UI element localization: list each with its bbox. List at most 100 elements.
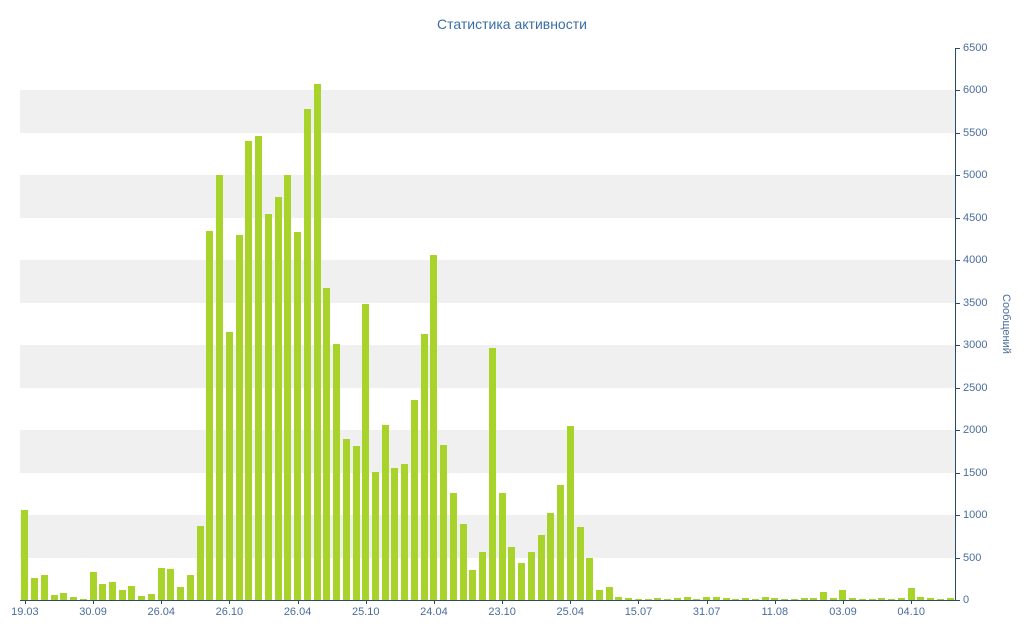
y-tick: [956, 515, 960, 517]
bar: [89, 571, 97, 600]
bar: [79, 598, 87, 600]
y-tick: [956, 175, 960, 177]
x-tick: [433, 601, 435, 604]
bar: [751, 598, 759, 600]
bar: [167, 569, 175, 600]
bar: [829, 597, 837, 600]
bar: [274, 196, 282, 600]
bar: [40, 574, 48, 600]
bar: [907, 588, 915, 600]
bar: [820, 592, 827, 600]
bar: [206, 230, 214, 600]
bar: [333, 344, 341, 600]
grid-band: [20, 175, 955, 218]
bar: [469, 570, 477, 600]
x-axis-line: [20, 600, 956, 601]
bar: [303, 109, 311, 600]
bar: [849, 597, 857, 600]
grid-band: [20, 515, 955, 558]
y-tick: [956, 260, 960, 262]
x-tick-label: 31.07: [692, 606, 721, 618]
bar: [371, 471, 379, 600]
x-tick-label: 25.10: [351, 606, 380, 618]
y-tick-label: 0: [963, 594, 970, 606]
bar: [683, 596, 691, 600]
grid-band: [20, 430, 955, 473]
y-tick: [956, 48, 960, 49]
x-tick-label: 03.09: [829, 606, 857, 618]
x-tick: [638, 601, 640, 604]
bar: [313, 83, 321, 600]
bar: [381, 425, 389, 600]
y-axis-line: [955, 48, 956, 601]
bar: [508, 547, 516, 600]
bar: [31, 577, 39, 600]
bar: [50, 595, 58, 600]
bar: [118, 589, 126, 600]
bar: [800, 598, 808, 600]
y-tick: [956, 345, 960, 347]
y-tick: [956, 302, 960, 304]
bar: [294, 232, 302, 600]
bar: [810, 598, 818, 600]
bar: [284, 174, 292, 600]
y-tick: [956, 387, 960, 389]
bar: [225, 331, 233, 600]
bar: [157, 568, 165, 600]
bar: [323, 288, 331, 600]
bar: [70, 596, 78, 600]
y-tick: [956, 90, 960, 92]
bar: [352, 446, 360, 600]
bar: [615, 597, 623, 600]
bar: [722, 598, 730, 600]
y-tick-label: 1000: [963, 509, 988, 522]
y-tick-label: 5500: [963, 126, 988, 139]
y-tick-label: 500: [963, 551, 982, 564]
bar: [186, 574, 194, 600]
y-tick-label: 1500: [963, 466, 988, 479]
bar: [732, 598, 740, 600]
bar: [878, 598, 886, 600]
bar: [449, 493, 457, 600]
y-tick-label: 6500: [963, 42, 988, 54]
bar: [440, 444, 448, 600]
bar: [946, 598, 954, 600]
bar: [858, 598, 866, 600]
x-tick-label: 25.04: [556, 606, 585, 618]
grid-band: [20, 260, 955, 303]
bar: [703, 597, 711, 600]
bar: [138, 596, 146, 600]
plot-area: [20, 48, 955, 600]
y-tick-label: 4500: [963, 211, 988, 224]
bar: [839, 589, 847, 600]
y-axis-title: Сообщений: [1000, 294, 1012, 354]
bar: [654, 598, 662, 600]
y-tick-label: 2500: [963, 381, 988, 394]
y-tick-label: 6000: [963, 84, 988, 97]
bar: [147, 594, 155, 600]
bar: [605, 587, 613, 600]
bar: [410, 399, 418, 600]
bar: [586, 557, 594, 600]
bar: [790, 598, 798, 600]
bar: [557, 484, 565, 600]
bar: [479, 552, 487, 600]
x-tick-label: 26.04: [147, 606, 175, 618]
grid-band: [20, 90, 955, 133]
y-tick-label: 5000: [963, 169, 988, 182]
x-tick: [706, 601, 708, 604]
bar: [177, 587, 185, 600]
bar: [547, 512, 555, 600]
bar: [391, 467, 399, 600]
x-tick-label: 26.04: [283, 606, 312, 618]
bar: [196, 526, 204, 600]
y-tick-label: 3500: [963, 296, 988, 309]
x-tick: [502, 601, 504, 604]
bar: [109, 581, 117, 600]
bar: [781, 598, 789, 600]
bar: [625, 598, 633, 600]
bar: [235, 234, 243, 600]
bar: [420, 334, 428, 600]
bar: [897, 597, 905, 600]
